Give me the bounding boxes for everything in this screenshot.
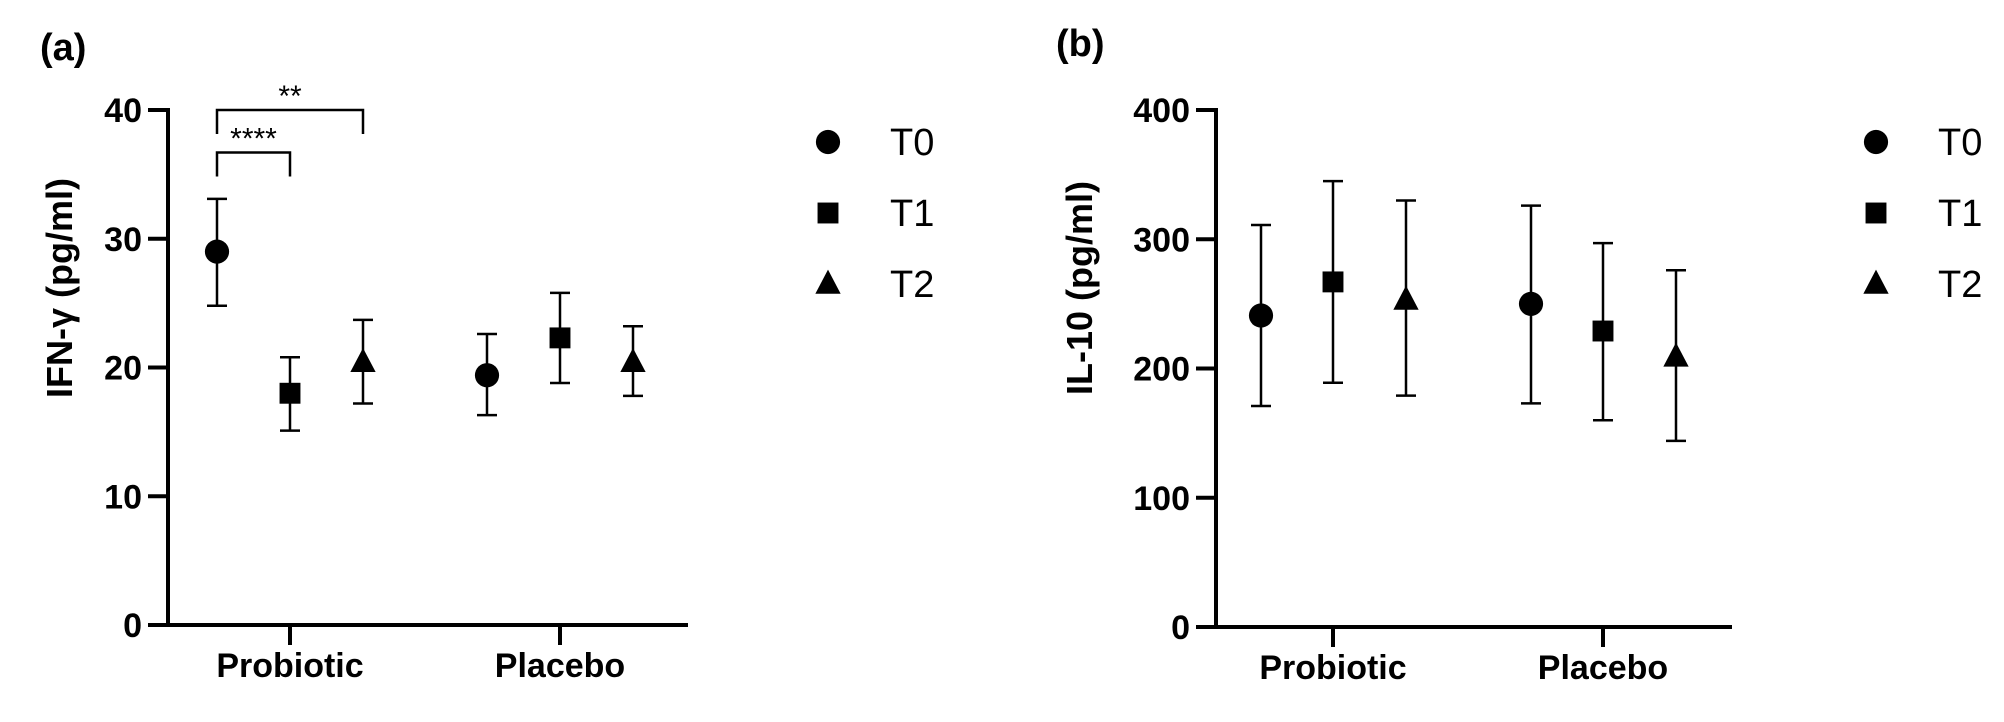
panel-a-y-tick-label: 10 — [104, 478, 142, 516]
panel-a-data-point-t2 — [620, 348, 646, 373]
panel-b-x-tick-label: Probiotic — [1259, 649, 1406, 687]
panel-b-axes: 0 100 200 300 400 Probiotic Placebo — [1133, 92, 1732, 687]
panel-a-label: (a) — [40, 27, 86, 69]
panel-b-data-point-t0 — [1248, 303, 1274, 328]
panel-a-significance-label: **** — [230, 122, 277, 155]
panel-a-significance-label: ** — [278, 80, 302, 113]
panel-a-x-tick-label: Probiotic — [216, 647, 363, 685]
panel-a-legend-label: T2 — [890, 264, 934, 306]
panel-a-data-point-t0 — [204, 239, 230, 264]
panel-a-y-tick-label: 30 — [104, 221, 142, 259]
panel-b-x-tick-label: Placebo — [1538, 649, 1668, 687]
panel-a-axes: 0 10 20 30 40 Probiotic Placebo — [104, 92, 688, 685]
panel-b-data-point-t0 — [1518, 291, 1544, 316]
panel-b-data-point-t1 — [1322, 271, 1344, 293]
panel-b-label: (b) — [1056, 23, 1105, 65]
panel-a-data-point-t1 — [279, 382, 301, 404]
panel-b-data-marks — [1248, 179, 1689, 443]
panel-b-y-tick-label: 100 — [1133, 480, 1190, 518]
panel-a-legend-label: T1 — [890, 193, 934, 235]
panel-b-legend-label: T1 — [1938, 193, 1982, 235]
panel-b-legend-label: T2 — [1938, 264, 1982, 306]
panel-b-y-tick-label: 0 — [1171, 609, 1190, 647]
panel-b-y-tick-label: 200 — [1133, 351, 1190, 389]
panel-a-legend-marker-t2 — [815, 269, 841, 294]
panel-b-chart: (b) IL-10 (pg/ml) 0 100 200 300 400 Probiotic… — [1056, 23, 1982, 687]
panel-a-data-marks: ****** — [204, 80, 646, 432]
panel-b-legend: T0 T1 T2 — [1863, 122, 1982, 306]
panel-a-legend-marker-t0 — [815, 129, 841, 155]
panel-b-legend-marker-t1 — [1865, 202, 1887, 224]
panel-b-y-axis-label: IL-10 (pg/ml) — [1059, 181, 1100, 395]
panel-a-chart: (a) IFN-γ (pg/ml) 0 10 20 30 40 Probiotic Plac… — [39, 27, 934, 685]
panel-a-data-point-t0 — [474, 363, 500, 388]
panel-a-data-point-t1 — [549, 327, 571, 349]
panel-a-significance-bracket — [215, 151, 292, 177]
panel-b-data-point-t1 — [1592, 320, 1614, 342]
panel-a-y-axis-label: IFN-γ (pg/ml) — [39, 178, 80, 398]
panel-a-data-point-t2 — [350, 348, 376, 373]
panel-a-y-tick-label: 20 — [104, 350, 142, 388]
panel-a-x-tick-label: Placebo — [495, 647, 625, 685]
panel-b-legend-label: T0 — [1938, 122, 1982, 164]
panel-a-legend: T0 T1 T2 — [815, 122, 934, 306]
panel-a-significance-bracket — [215, 108, 365, 134]
panel-b-data-point-t2 — [1393, 285, 1419, 310]
panel-b-legend-marker-t0 — [1863, 129, 1889, 155]
panel-a-y-tick-label: 40 — [104, 92, 142, 130]
panel-b-y-tick-label: 400 — [1133, 92, 1190, 130]
panel-a-legend-marker-t1 — [817, 202, 839, 224]
panel-a-legend-label: T0 — [890, 122, 934, 164]
panel-b-data-point-t2 — [1663, 342, 1689, 367]
panel-b-y-tick-label: 300 — [1133, 221, 1190, 259]
panel-b-legend-marker-t2 — [1863, 269, 1889, 294]
panel-a-y-tick-label: 0 — [123, 607, 142, 645]
